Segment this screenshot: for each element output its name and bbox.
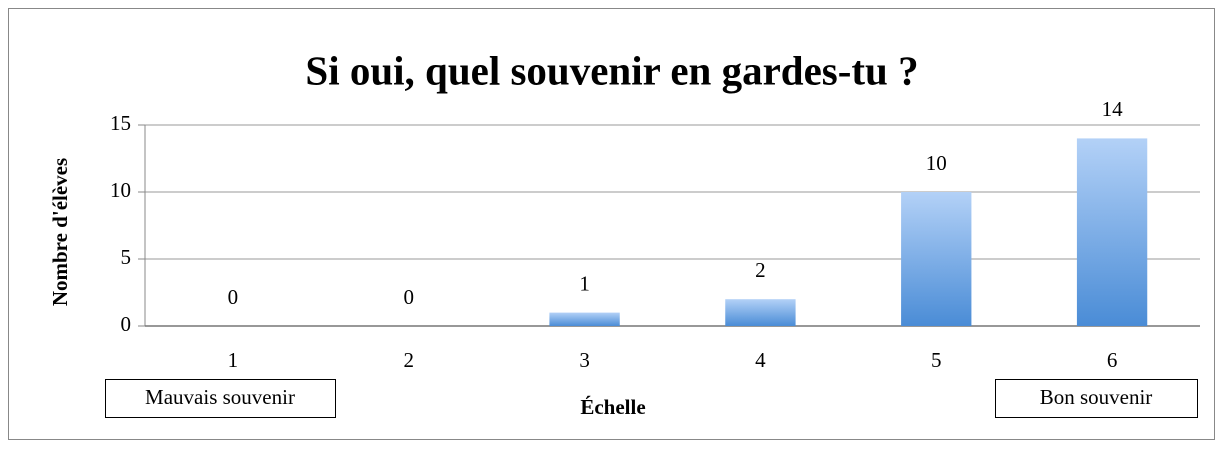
annotation: Mauvais souvenir bbox=[145, 385, 295, 409]
x-tick-label: 4 bbox=[755, 348, 766, 372]
data-label: 14 bbox=[1102, 97, 1124, 121]
data-label: 1 bbox=[579, 271, 590, 295]
data-label: 10 bbox=[926, 151, 947, 175]
bar bbox=[549, 312, 620, 326]
x-tick-label: 2 bbox=[404, 348, 415, 372]
data-label: 2 bbox=[755, 258, 766, 282]
y-tick-label: 15 bbox=[110, 111, 131, 135]
x-tick-label: 1 bbox=[228, 348, 239, 372]
bar bbox=[725, 299, 796, 326]
annotation-box bbox=[105, 379, 336, 418]
x-tick-label: 5 bbox=[931, 348, 942, 372]
x-axis-title: Échelle bbox=[580, 395, 645, 419]
y-tick-label: 10 bbox=[110, 178, 131, 202]
data-label: 0 bbox=[404, 285, 415, 309]
y-axis-title: Nombre d'élèves bbox=[48, 158, 72, 306]
data-label: 0 bbox=[228, 285, 239, 309]
y-tick-label: 5 bbox=[121, 245, 132, 269]
bar bbox=[1076, 138, 1148, 326]
chart-border bbox=[8, 8, 1215, 440]
annotation-box bbox=[995, 379, 1198, 418]
y-tick-label: 0 bbox=[121, 312, 132, 336]
annotation: Bon souvenir bbox=[1040, 385, 1153, 409]
x-tick-label: 3 bbox=[579, 348, 590, 372]
bar bbox=[901, 192, 972, 326]
x-tick-label: 6 bbox=[1107, 348, 1118, 372]
chart-title: Si oui, quel souvenir en gardes-tu ? bbox=[305, 47, 918, 93]
